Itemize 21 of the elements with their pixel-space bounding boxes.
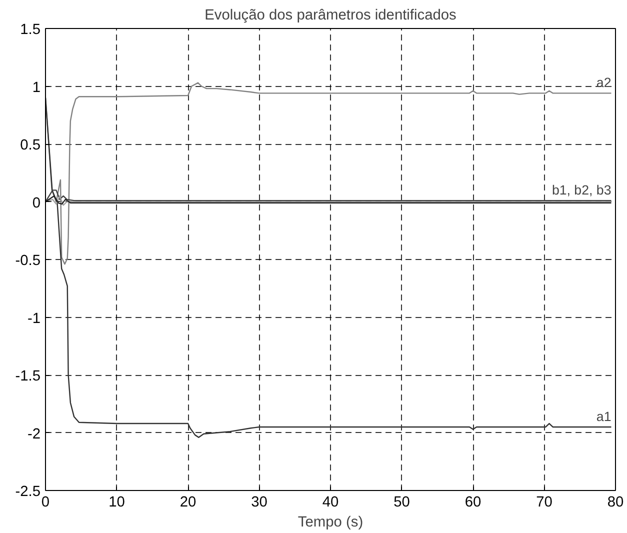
- y-tick-label: 0: [32, 195, 41, 212]
- series-label: b1, b2, b3: [552, 182, 612, 198]
- y-tick-label: -0.5: [15, 253, 41, 269]
- x-tick-label: 70: [536, 494, 552, 510]
- series-label: a1: [596, 408, 612, 424]
- x-tick-label: 50: [394, 494, 410, 510]
- x-tick-label: 20: [180, 494, 196, 510]
- chart-title: Evolução dos parâmetros identificados: [204, 8, 456, 24]
- x-axis-title: Tempo (s): [298, 514, 364, 530]
- y-tick-label: -1: [27, 310, 41, 327]
- y-tick-label: 0.5: [20, 138, 40, 154]
- y-tick-label: 1: [32, 80, 41, 96]
- x-tick-label: 30: [251, 494, 268, 510]
- y-tick-label: 1.5: [20, 22, 40, 38]
- y-tick-label: -2: [27, 426, 41, 442]
- x-tick-label: 40: [322, 494, 339, 510]
- x-tick-label: 80: [607, 494, 624, 510]
- y-tick-label: -2.5: [15, 484, 41, 500]
- y-tick-label: -1.5: [15, 368, 41, 384]
- x-tick-label: 60: [464, 494, 482, 510]
- x-tick-label: 10: [108, 494, 125, 510]
